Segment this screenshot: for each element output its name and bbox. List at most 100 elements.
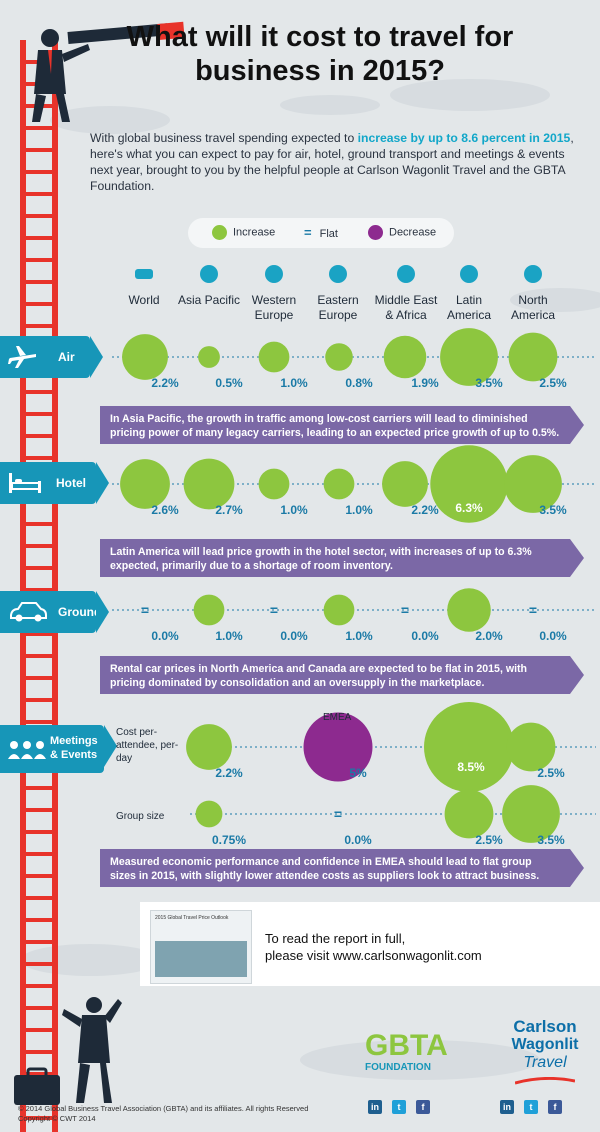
bubble-latin-america — [424, 702, 514, 792]
category-meetings: Meetings & Events — [0, 725, 117, 773]
ladder-rung — [20, 808, 58, 812]
bubble-north-america — [504, 455, 562, 513]
region-latin-america-label: Latin America — [446, 293, 491, 322]
ladder-rung — [20, 984, 58, 988]
meetings-group-size-label: Group size — [116, 811, 165, 822]
gbta-logo-sub: FOUNDATION — [365, 1062, 431, 1073]
flat-marker-north-america: = — [529, 602, 537, 618]
gbta-logo-text: GBTA — [365, 1029, 448, 1062]
world-map-icon — [135, 269, 153, 279]
bubble-asia-pacific — [198, 346, 220, 368]
note-ground: Rental car prices in North America and C… — [100, 656, 584, 694]
region-asia-pacific: Asia Pacific — [174, 265, 244, 308]
twitter-icon[interactable]: t — [524, 1100, 538, 1114]
bubble-western-europe — [258, 468, 290, 500]
cta-link[interactable]: please visit www.carlsonwagonlit.com — [265, 948, 482, 963]
value-label-middle-east-africa: 2.2% — [411, 503, 439, 517]
value-label-north-america: 2.5% — [539, 376, 567, 390]
flat-equals-icon: = — [304, 225, 312, 240]
value-label-north-america: 3.5% — [539, 503, 567, 517]
page-title: What will it cost to travel for business… — [126, 21, 514, 87]
businessman-bottom-illustration — [14, 997, 122, 1105]
bubble-asia-pacific — [183, 458, 235, 510]
legend-decrease: Decrease — [368, 225, 436, 240]
footer-line1: © 2014 Global Business Travel Associatio… — [18, 1104, 309, 1113]
category-ground-label: Ground — [58, 605, 102, 619]
ladder-rung — [20, 126, 58, 130]
ladder-rung — [20, 390, 58, 394]
value-label-latin-america: 2.5% — [475, 833, 503, 847]
legend: Increase = Flat Decrease — [188, 218, 454, 248]
legend-increase-label: Increase — [233, 226, 276, 239]
value-label-middle-east-africa: 1.9% — [411, 376, 439, 390]
decrease-dot-icon — [368, 225, 383, 240]
intro-text: With global business travel spending exp… — [90, 130, 575, 194]
ladder-rung — [20, 280, 58, 284]
globe-icon — [397, 265, 415, 283]
ladder-rung — [20, 676, 58, 680]
ladder-rung — [20, 632, 58, 636]
value-label-eastern-europe: 1.0% — [345, 503, 373, 517]
cta-line1: To read the report in full, — [265, 931, 406, 946]
bubble-eastern-europe — [325, 343, 353, 371]
category-ground: Ground — [0, 591, 109, 633]
cwt-swoosh-icon — [514, 1076, 576, 1085]
report-cta-text: To read the report in full, please visit… — [265, 930, 482, 964]
bubble-middle-east-africa — [383, 335, 427, 379]
increase-dot-icon — [212, 225, 227, 240]
value-label-world: 0.0% — [151, 629, 179, 643]
ladder-rung — [20, 896, 58, 900]
value-label-eastern-europe: 1.0% — [345, 629, 373, 643]
cwt-logo-line1: Carlson — [513, 1017, 577, 1036]
flat-marker-western-europe: = — [270, 602, 278, 618]
bubble-eastern-europe — [323, 468, 355, 500]
ladder-rung — [20, 412, 58, 416]
twitter-icon[interactable]: t — [392, 1100, 406, 1114]
ladder-rung — [20, 786, 58, 790]
bubble-eastern-europe — [323, 594, 355, 626]
ladder-rung — [20, 1028, 58, 1032]
ladder-rung — [20, 940, 58, 944]
bubble-north-america — [508, 332, 558, 382]
region-asia-pacific-label: Asia Pacific — [177, 293, 241, 307]
ladder-rung — [20, 1006, 58, 1010]
facebook-icon[interactable]: f — [548, 1100, 562, 1114]
linkedin-icon[interactable]: in — [500, 1100, 514, 1114]
ladder-rung — [20, 962, 58, 966]
ladder-rung — [20, 456, 58, 460]
bubble-asia-pacific — [193, 594, 225, 626]
bed-icon — [9, 473, 41, 493]
category-air-label: Air — [58, 350, 75, 364]
ladder-rung — [20, 830, 58, 834]
ladder-rung — [20, 1116, 58, 1120]
value-label-emea: 5% — [349, 766, 367, 780]
facebook-icon[interactable]: f — [416, 1100, 430, 1114]
ladder-rung — [20, 566, 58, 570]
value-label-world: 2.2% — [151, 376, 179, 390]
cwt-logo-line3: Travel — [523, 1054, 567, 1071]
ladder-rung — [20, 654, 58, 658]
value-label-eastern-europe: 0.8% — [345, 376, 373, 390]
ladder-rung — [20, 170, 58, 174]
ladder-rung — [20, 698, 58, 702]
report-cover-title: 2015 Global Travel Price Outlook — [155, 915, 229, 921]
bubble-latin-america — [430, 445, 508, 523]
note-meetings: Measured economic performance and confid… — [100, 849, 584, 887]
value-label-asia-pacific: 0.5% — [215, 376, 243, 390]
value-label-latin-america: 2.0% — [475, 629, 503, 643]
report-cover-thumbnail: 2015 Global Travel Price Outlook — [150, 910, 252, 984]
legend-flat: = Flat — [304, 225, 338, 240]
linkedin-icon[interactable]: in — [368, 1100, 382, 1114]
value-label-western-europe: 0.0% — [280, 629, 308, 643]
region-north-america-label: North America — [510, 293, 555, 322]
ladder-rung — [20, 1050, 58, 1054]
value-label-latin-america: 3.5% — [475, 376, 503, 390]
ladder-rung — [20, 544, 58, 548]
flat-marker-middle-east-africa: = — [401, 602, 409, 618]
ladder-rung — [20, 214, 58, 218]
region-middle-east-africa: Middle East & Africa — [370, 265, 442, 323]
ladder-rung — [20, 522, 58, 526]
bubble-western-europe — [258, 341, 290, 373]
footer-line2: Copyright © CWT 2014 — [18, 1114, 96, 1123]
bubble-world — [120, 459, 170, 509]
